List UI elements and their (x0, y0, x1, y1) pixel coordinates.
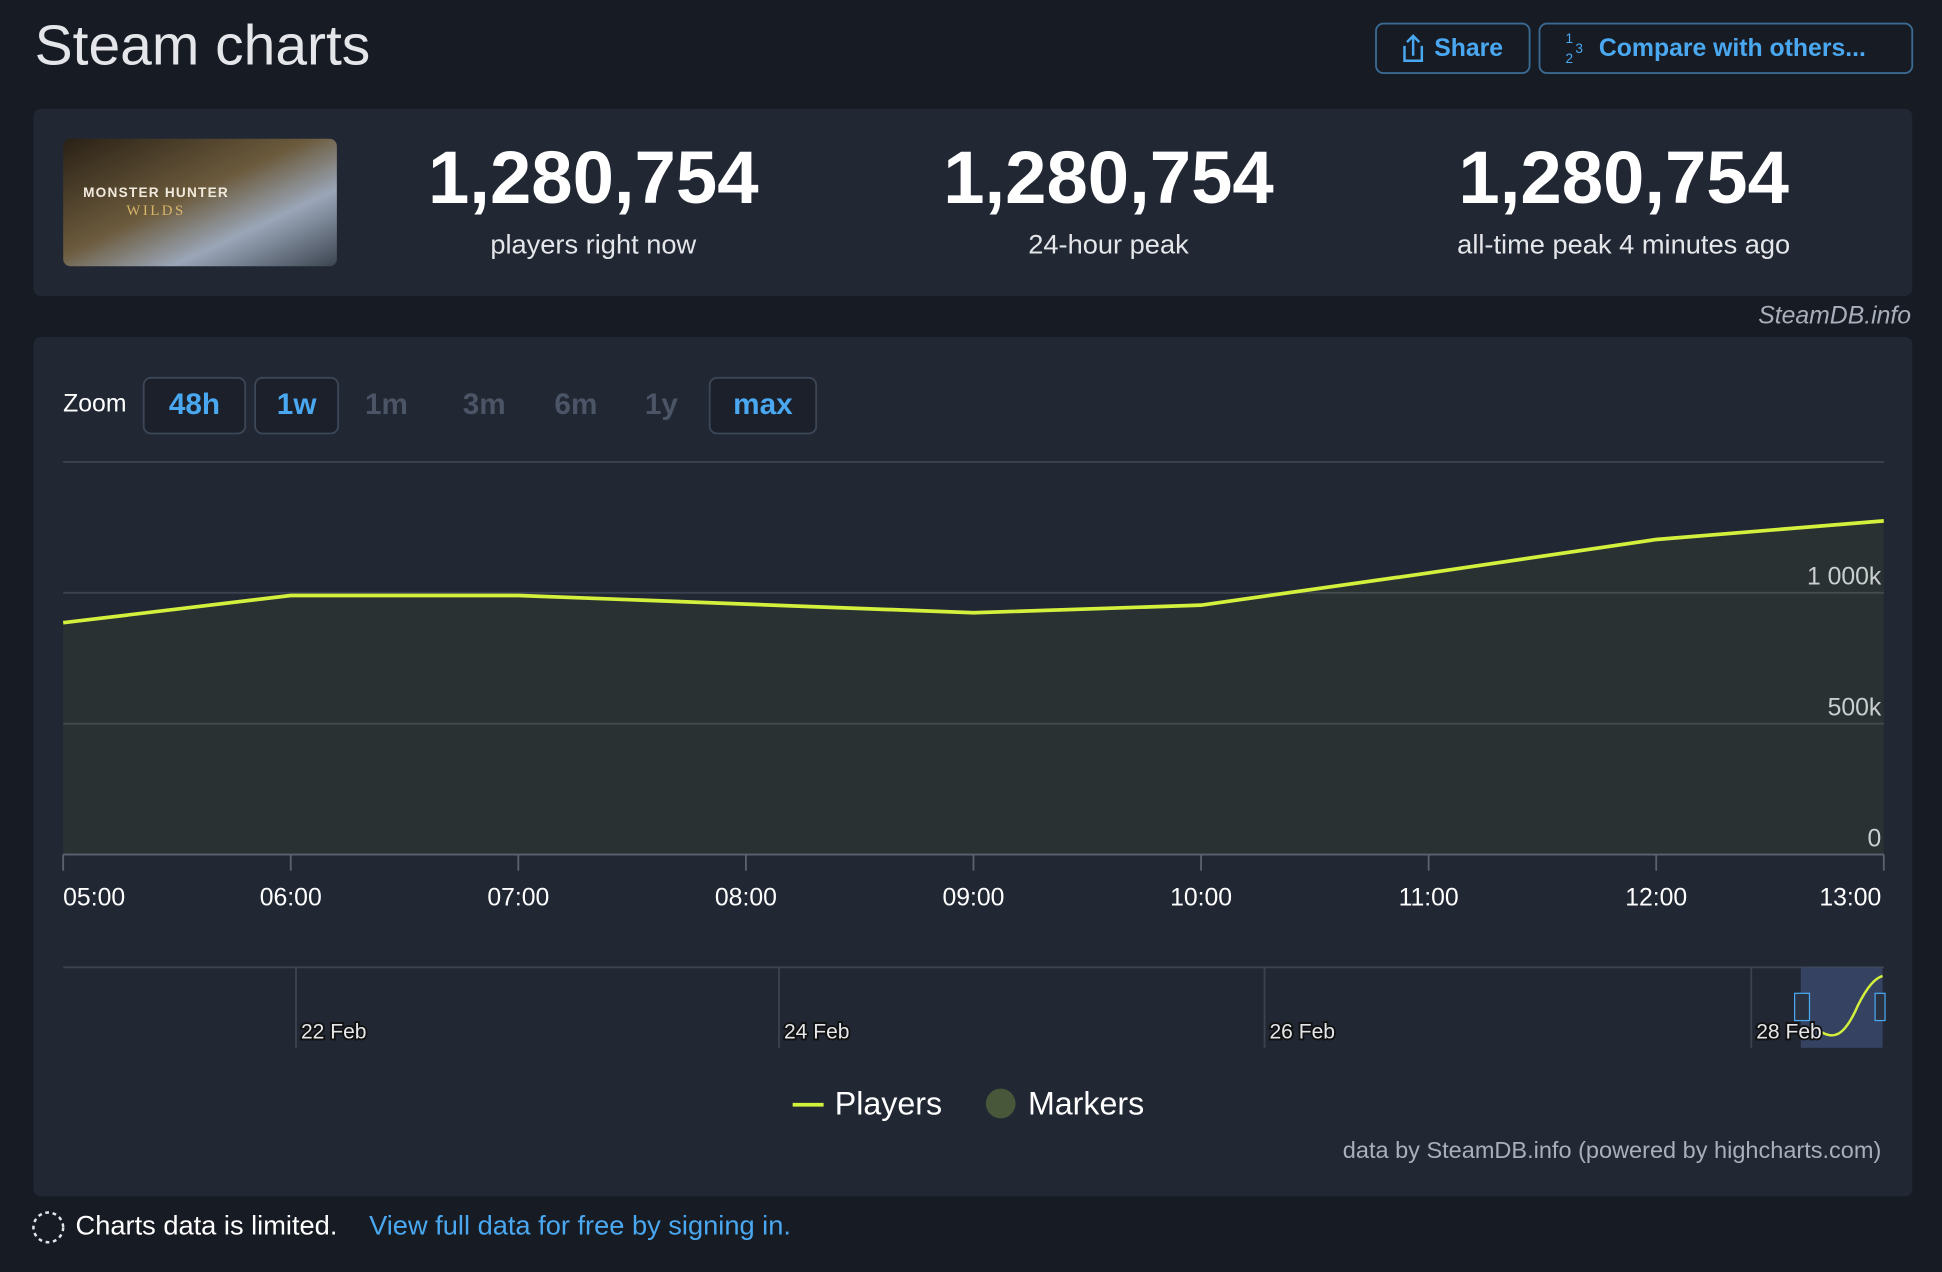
y-tick-label: 0 (1868, 825, 1882, 852)
navigator-label: 26 Feb (1269, 1021, 1335, 1044)
compare-label[interactable]: Compare with others... (1599, 35, 1866, 62)
y-tick-label: 1 000k (1807, 564, 1882, 591)
stat-label: all-time peak 4 minutes ago (1457, 229, 1790, 260)
x-tick-label: 08:00 (715, 885, 777, 912)
zoom-button[interactable] (708, 376, 818, 435)
x-tick-label: 11:00 (1399, 885, 1459, 912)
sign-in-link[interactable]: View full data for free by signing in. (369, 1210, 791, 1241)
legend-item[interactable]: Markers (1028, 1086, 1144, 1122)
logo-bottom: WILDS (126, 203, 185, 219)
stats-card (33, 109, 1913, 297)
x-tick-label: 09:00 (942, 885, 1004, 912)
stat-value: 1,280,754 (943, 136, 1274, 219)
x-tick-label: 06:00 (260, 885, 322, 912)
zoom-button[interactable] (254, 376, 340, 435)
stats: 1,280,754 players right now 1,280,754 24-ho… (428, 136, 1790, 260)
svg-text:3: 3 (1575, 41, 1583, 56)
x-tick-label: 12:00 (1625, 885, 1687, 912)
zoom-option[interactable]: 6m (554, 388, 597, 421)
zoom-label: Zoom (63, 391, 126, 418)
plot: 0 500k 1 000k 05:00 06:00 07:00 08:00 09:00 10:0… (62, 461, 1885, 912)
svg-text:1: 1 (1565, 31, 1573, 46)
share-button[interactable]: Share (1375, 22, 1531, 75)
navigator-handle[interactable] (1793, 992, 1811, 1022)
compare-button[interactable]: 132 Compare with others... (1538, 22, 1914, 75)
navigator-label: 24 Feb (784, 1021, 850, 1044)
zoom-option[interactable]: 1y (645, 388, 679, 421)
stat-value: 1,280,754 (1458, 136, 1789, 219)
credit[interactable]: data by SteamDB.info (powered by highcha… (1343, 1137, 1882, 1163)
legend-symbol[interactable] (985, 1088, 1016, 1119)
navigator-labels: 22 Feb 24 Feb 26 Feb 28 Feb (295, 967, 1824, 1048)
navigator-handle[interactable] (1874, 992, 1886, 1022)
navigator-label: 28 Feb (1756, 1021, 1822, 1044)
logo-top: MONSTER HUNTER (83, 185, 229, 200)
chart-card (33, 336, 1913, 1197)
zoom-option[interactable]: max (733, 388, 793, 421)
y-tick-label: 500k (1828, 694, 1882, 721)
zoom-option[interactable]: 1w (277, 388, 318, 421)
zoom-options: 48h 1w 1m 3m 6m 1y max (142, 376, 818, 435)
notice-icon (32, 1211, 65, 1244)
navigator (63, 966, 1886, 1048)
source: SteamDB.info (1758, 303, 1911, 330)
stat-label: 24-hour peak (1028, 229, 1189, 260)
zoom-option[interactable]: 1m (365, 388, 408, 421)
zoom-option[interactable]: 48h (169, 388, 220, 421)
legend: Players Markers (792, 1086, 1144, 1122)
stat-value: 1,280,754 (428, 136, 759, 219)
line (62, 519, 1884, 625)
game-image: MONSTER HUNTER WILDS (63, 138, 337, 267)
svg-text:2: 2 (1565, 51, 1573, 66)
zoom-option[interactable]: 3m (463, 388, 506, 421)
x-tick-label: 07:00 (487, 885, 549, 912)
x-tick-label: 10:00 (1170, 885, 1232, 912)
notice: Charts data is limited. (76, 1210, 338, 1241)
page-title: Steam charts (35, 14, 371, 78)
navigator-label: 22 Feb (301, 1021, 367, 1044)
zoom-button[interactable] (142, 376, 247, 435)
stat-label: players right now (490, 229, 696, 260)
x-tick-label: 13:00 (1819, 885, 1881, 912)
area (63, 520, 1884, 855)
x-tick-label: 05:00 (63, 885, 125, 912)
share-label[interactable]: Share (1434, 35, 1503, 62)
legend-item[interactable]: Players (835, 1086, 942, 1122)
